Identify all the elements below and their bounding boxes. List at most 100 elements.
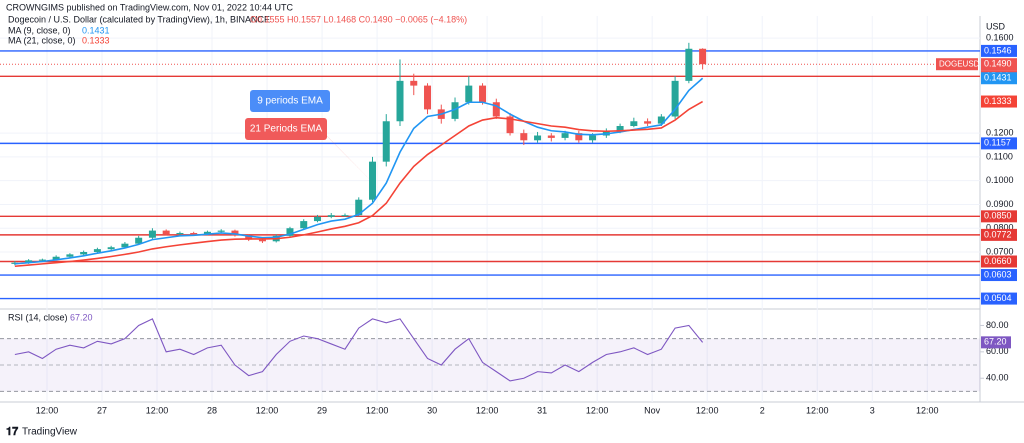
legend-name: MA (9, close, 0) bbox=[8, 25, 71, 35]
x-tick-label: 31 bbox=[537, 405, 547, 415]
candle-body bbox=[575, 133, 583, 141]
symbol-label: DOGEUSD bbox=[939, 59, 980, 68]
footer: TradingView bbox=[22, 427, 78, 438]
level-label: 0.0772 bbox=[984, 229, 1012, 239]
chart-title: Dogecoin / U.S. Dollar (calculated by Tr… bbox=[8, 14, 270, 24]
candle-body bbox=[396, 80, 404, 122]
level-label-box bbox=[981, 210, 1017, 223]
candle-body bbox=[355, 199, 363, 216]
candle-body bbox=[66, 254, 74, 257]
candle-body bbox=[492, 102, 500, 117]
last-price-label: 0.1490 bbox=[984, 59, 1012, 69]
level-label-box bbox=[981, 228, 1017, 241]
callout-pointer bbox=[313, 122, 382, 192]
rsi-line bbox=[14, 318, 704, 382]
x-tick-label: 12:00 bbox=[696, 405, 719, 415]
x-tick-label: 28 bbox=[207, 405, 217, 415]
rsi-tick-label: 60.00 bbox=[986, 346, 1009, 356]
ma-value-label-box bbox=[981, 72, 1017, 85]
symbol-box bbox=[936, 58, 978, 71]
candle-body bbox=[341, 215, 349, 217]
legend-value: 0.1333 bbox=[82, 35, 110, 45]
candle-body bbox=[520, 133, 528, 141]
candle-body bbox=[231, 230, 239, 236]
candle-body bbox=[616, 126, 624, 131]
y-tick-label: 0.0800 bbox=[986, 223, 1014, 233]
rsi-tick-label: 80.00 bbox=[986, 320, 1009, 330]
ma-value-label: 0.1431 bbox=[984, 73, 1012, 83]
x-tick-label: 12:00 bbox=[916, 405, 939, 415]
candle-body bbox=[589, 135, 597, 141]
level-label-box bbox=[981, 292, 1017, 305]
x-tick-label: Nov bbox=[644, 405, 661, 415]
callout-text: 9 periods EMA bbox=[257, 96, 323, 107]
y-tick-label: 0.1200 bbox=[986, 128, 1014, 138]
rsi-legend-name: RSI (14, close) bbox=[8, 312, 68, 322]
callout-box bbox=[245, 118, 327, 140]
candle-body bbox=[534, 135, 542, 141]
candle-body bbox=[286, 228, 294, 236]
candle-body bbox=[148, 230, 156, 238]
candle-body bbox=[644, 121, 652, 124]
candle-body bbox=[162, 230, 170, 235]
legend-name: MA (21, close, 0) bbox=[8, 35, 76, 45]
candle-body bbox=[190, 232, 198, 235]
ma-value-label: 0.1333 bbox=[984, 96, 1012, 106]
level-label-box bbox=[981, 44, 1017, 57]
candle-body bbox=[506, 116, 514, 134]
candle-body bbox=[135, 237, 143, 244]
rsi-last-box bbox=[981, 336, 1011, 349]
last-price-label-box bbox=[981, 58, 1017, 71]
x-tick-label: 29 bbox=[317, 405, 327, 415]
ma-value-label-box bbox=[981, 95, 1017, 108]
candle-body bbox=[203, 231, 211, 235]
candle-body bbox=[217, 230, 225, 232]
level-label-box bbox=[981, 269, 1017, 282]
level-label: 0.0603 bbox=[984, 269, 1012, 279]
y-tick-label: 0.1000 bbox=[986, 175, 1014, 185]
ohlc-text: O0.1555 H0.1557 L0.1468 C0.1490 −0.0065 … bbox=[250, 14, 467, 24]
candle-body bbox=[176, 232, 184, 235]
ma-line bbox=[14, 77, 704, 265]
candle-body bbox=[657, 116, 665, 124]
candle-body bbox=[313, 216, 321, 222]
candle-body bbox=[245, 235, 253, 240]
candle-body bbox=[121, 243, 129, 248]
candle-body bbox=[424, 85, 432, 110]
x-tick-label: 12:00 bbox=[366, 405, 389, 415]
y-axis-label: USD bbox=[986, 21, 1006, 31]
x-tick-label: 2 bbox=[760, 405, 765, 415]
candle-body bbox=[52, 256, 60, 260]
logo: 𝟏𝟕 TradingView bbox=[6, 426, 78, 438]
callout-box bbox=[250, 90, 330, 112]
level-label: 0.1546 bbox=[984, 45, 1012, 55]
x-tick-label: 12:00 bbox=[476, 405, 499, 415]
candle-body bbox=[258, 239, 266, 242]
x-tick-label: 12:00 bbox=[586, 405, 609, 415]
candle-body bbox=[369, 161, 376, 200]
level-label-box bbox=[981, 137, 1017, 150]
candle-body bbox=[699, 48, 707, 65]
rsi-last-label: 67.20 bbox=[984, 337, 1007, 347]
candle-body bbox=[327, 215, 335, 217]
x-tick-label: 12:00 bbox=[806, 405, 829, 415]
level-label: 0.0850 bbox=[984, 211, 1012, 221]
candle-body bbox=[630, 121, 638, 127]
level-label-box bbox=[981, 255, 1017, 268]
rsi-legend-value: 67.20 bbox=[70, 312, 93, 322]
candle-body bbox=[382, 121, 390, 162]
candle-body bbox=[451, 102, 459, 119]
callout-text: 21 Periods EMA bbox=[250, 124, 323, 135]
candle-body bbox=[479, 85, 487, 103]
candle-body bbox=[561, 133, 569, 138]
candle-body bbox=[300, 221, 308, 229]
x-tick-label: 30 bbox=[427, 405, 437, 415]
x-tick-label: 3 bbox=[870, 405, 875, 415]
candle-body bbox=[465, 85, 473, 103]
y-tick-label: 0.0900 bbox=[986, 199, 1014, 209]
x-tick-label: 12:00 bbox=[256, 405, 279, 415]
candle-body bbox=[107, 247, 115, 250]
logo-mark: 𝟏𝟕 bbox=[6, 426, 19, 438]
